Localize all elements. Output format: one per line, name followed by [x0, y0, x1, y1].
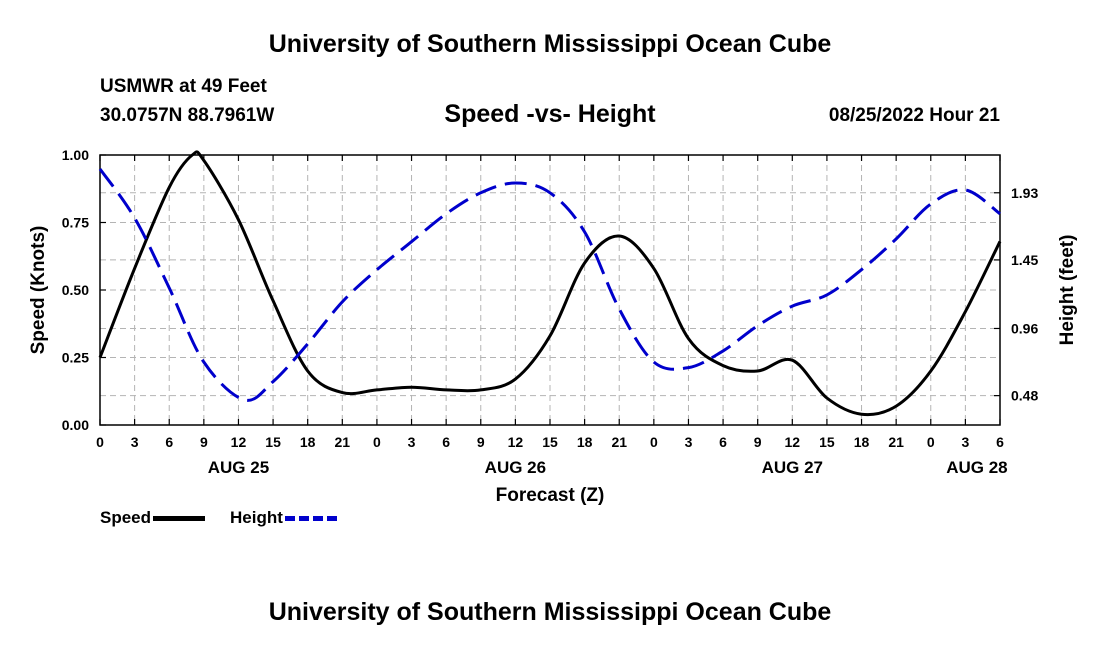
x-tick-label: 21 — [611, 434, 627, 450]
x-day-label: AUG 26 — [485, 458, 546, 477]
x-tick-label: 9 — [477, 434, 485, 450]
legend-speed-label: Speed — [100, 508, 152, 527]
legend-height-swatch — [284, 515, 337, 521]
x-tick-label: 9 — [754, 434, 762, 450]
x-tick-label: 3 — [408, 434, 416, 450]
x-tick-label: 21 — [888, 434, 904, 450]
x-tick-label: 15 — [265, 434, 281, 450]
x-tick-label: 6 — [442, 434, 450, 450]
x-axis-label: Forecast (Z) — [496, 485, 605, 506]
y2-tick-label: 1.93 — [1011, 185, 1038, 201]
y-tick-label: 0.75 — [62, 215, 89, 231]
y2-axis-label: Height (feet) — [1057, 235, 1078, 346]
page-footer-title: University of Southern Mississippi Ocean… — [268, 598, 832, 626]
x-tick-label: 0 — [650, 434, 658, 450]
station-label: USMWR at 49 Feet — [100, 76, 267, 97]
x-tick-label: 3 — [131, 434, 139, 450]
legend-speed-swatch — [153, 515, 206, 521]
series-line-height — [98, 168, 1001, 402]
forecast-datetime: 08/25/2022 Hour 21 — [828, 105, 1000, 126]
y-axis-label: Speed (Knots) — [28, 226, 49, 355]
x-tick-label: 21 — [335, 434, 351, 450]
x-tick-label: 15 — [542, 434, 558, 450]
chart-subtitle: Speed -vs- Height — [444, 100, 656, 128]
chart-grid — [100, 155, 1000, 425]
legend-height-label: Height — [230, 508, 283, 527]
x-tick-label: 0 — [927, 434, 935, 450]
y2-tick-label: 1.45 — [1011, 252, 1038, 268]
x-tick-label: 12 — [508, 434, 524, 450]
x-tick-label: 18 — [300, 434, 316, 450]
chart-series — [98, 150, 1002, 417]
x-tick-label: 0 — [96, 434, 104, 450]
x-tick-label: 0 — [373, 434, 381, 450]
x-tick-label: 6 — [719, 434, 727, 450]
x-tick-label: 6 — [996, 434, 1004, 450]
legend-speed: Speed — [100, 508, 206, 528]
y-tick-label: 0.00 — [62, 417, 89, 433]
x-day-label: AUG 28 — [946, 458, 1007, 477]
page-title: University of Southern Mississippi Ocean… — [268, 30, 832, 58]
legend-height: Height — [230, 508, 337, 528]
station-coordinates: 30.0757N 88.7961W — [100, 105, 275, 126]
series-line-speed — [98, 150, 1002, 417]
x-tick-label: 9 — [200, 434, 208, 450]
chart-axes: 0 3 6 9 12 15 18 21 0 3 6 9 12 15 18 21 0 3 6 9 12 15 18 21 0 3 6 A… — [62, 147, 1039, 477]
x-day-label: AUG 27 — [762, 458, 823, 477]
y2-tick-label: 0.48 — [1011, 388, 1038, 404]
x-tick-label: 12 — [231, 434, 247, 450]
x-tick-label: 3 — [961, 434, 969, 450]
x-tick-label: 6 — [165, 434, 173, 450]
y-tick-label: 1.00 — [62, 147, 89, 163]
x-tick-label: 18 — [577, 434, 593, 450]
y2-tick-label: 0.96 — [1011, 320, 1038, 336]
x-tick-label: 12 — [785, 434, 801, 450]
y-tick-label: 0.50 — [62, 282, 89, 298]
x-day-label: AUG 25 — [208, 458, 269, 477]
x-tick-label: 15 — [819, 434, 835, 450]
y-tick-label: 0.25 — [62, 350, 89, 366]
x-tick-label: 3 — [685, 434, 693, 450]
x-tick-label: 18 — [854, 434, 870, 450]
